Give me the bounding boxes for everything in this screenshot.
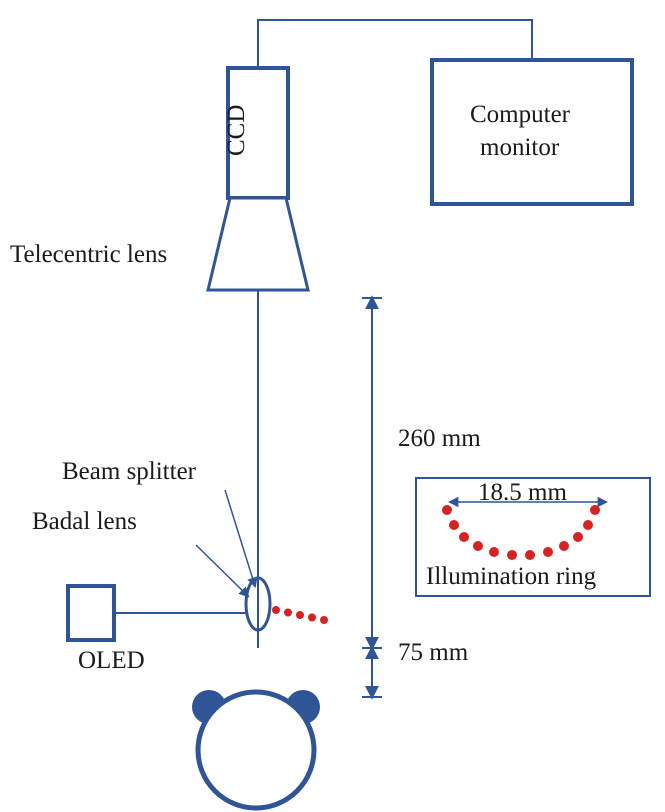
optical-setup-diagram: Telecentric lens Beam splitter Badal lens O… — [0, 0, 665, 812]
inset-ring-dot — [473, 541, 483, 551]
label-telecentric-lens: Telecentric lens — [10, 241, 167, 268]
label-75mm: 75 mm — [398, 639, 469, 666]
inset-ring-dot — [442, 505, 452, 515]
inset-ring-dot — [459, 532, 469, 542]
illumination-dot — [296, 611, 304, 619]
inset-ring-dot — [449, 520, 459, 530]
head-outline — [198, 692, 314, 808]
label-illumination-ring: Illumination ring — [426, 563, 597, 590]
inset-ring-dot — [573, 532, 583, 542]
inset-ring-dot — [590, 505, 600, 515]
pointer-beam-splitter — [225, 490, 255, 586]
pointer-badal-lens — [196, 545, 248, 596]
illumination-dot — [308, 614, 316, 622]
inset-ring-dot — [583, 520, 593, 530]
inset-ring-dot — [489, 547, 499, 557]
label-260mm: 260 mm — [398, 425, 481, 452]
label-monitor-l2: monitor — [480, 134, 560, 161]
inset-ring-dot — [525, 550, 535, 560]
illumination-dot — [272, 606, 280, 614]
label-monitor-l1: Computer — [470, 101, 571, 128]
inset-ring-dot — [543, 547, 553, 557]
computer-monitor-box — [432, 60, 632, 204]
inset-ring-dot — [559, 541, 569, 551]
label-oled: OLED — [78, 647, 145, 674]
label-inset-dim: 18.5 mm — [478, 479, 567, 506]
label-badal-lens: Badal lens — [32, 508, 137, 535]
illumination-dot — [284, 609, 292, 617]
label-ccd: CCD — [223, 105, 250, 156]
inset-ring-dot — [507, 550, 517, 560]
telecentric-lens-shape — [208, 198, 308, 290]
label-beam-splitter: Beam splitter — [62, 458, 197, 485]
illumination-dot — [320, 616, 328, 624]
oled-box — [68, 586, 114, 640]
